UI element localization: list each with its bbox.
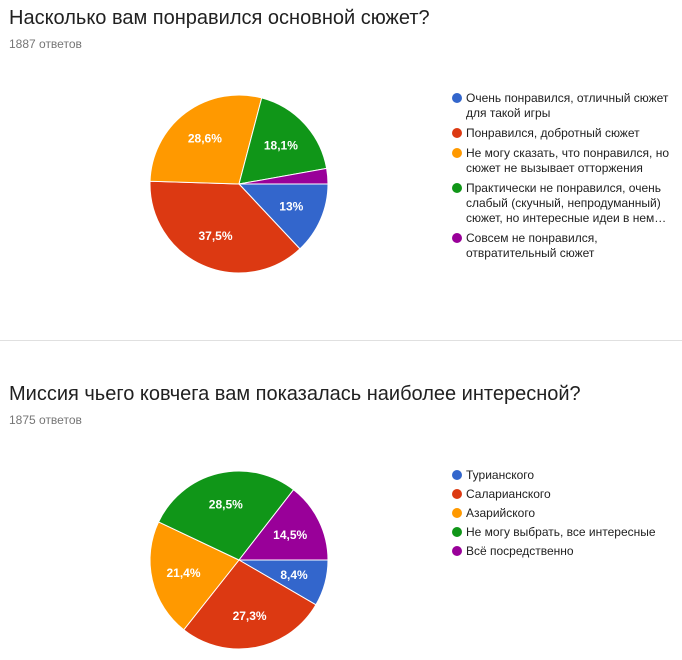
legend-item: Совсем не понравился, отвратительный сюж… bbox=[452, 231, 682, 261]
legend-label: Понравился, добротный сюжет bbox=[466, 126, 640, 140]
legend-swatch bbox=[452, 470, 462, 480]
pie-slice bbox=[149, 521, 240, 631]
legend: Турианского Саларианского Азарийского Не мо… bbox=[452, 468, 682, 563]
legend-label: Саларианского bbox=[466, 487, 551, 501]
question-card-story: Насколько вам понравился основной сюжет?… bbox=[0, 7, 682, 341]
legend-swatch bbox=[452, 233, 462, 243]
legend-label: Не могу сказать, что понравился, но сюже… bbox=[466, 146, 670, 175]
pie-slice bbox=[157, 470, 295, 561]
slice-label: 18,1% bbox=[264, 138, 298, 152]
slice-label: 37,5% bbox=[198, 229, 232, 243]
legend-swatch bbox=[452, 489, 462, 499]
question-card-ark: Миссия чьего ковчега вам показалась наиб… bbox=[0, 341, 682, 656]
pie-chart-story: 13% 37,5% 28,6% 18,1% bbox=[149, 94, 329, 274]
legend-item: Всё посредственно bbox=[452, 544, 682, 559]
legend-swatch bbox=[452, 148, 462, 158]
legend-item: Саларианского bbox=[452, 487, 682, 502]
pie-slice bbox=[238, 97, 328, 185]
pie-slice bbox=[238, 167, 329, 185]
pie-slice bbox=[183, 559, 317, 650]
legend-label: Практически не понравился, очень слабый … bbox=[466, 181, 667, 225]
response-count: 1875 ответов bbox=[9, 413, 82, 427]
legend-label: Турианского bbox=[466, 468, 535, 482]
legend-swatch bbox=[452, 128, 462, 138]
question-title: Миссия чьего ковчега вам показалась наиб… bbox=[9, 383, 581, 405]
legend-label: Не могу выбрать, все интересные bbox=[466, 525, 656, 539]
legend-item: Не могу выбрать, все интересные bbox=[452, 525, 682, 540]
legend-label: Совсем не понравился, отвратительный сюж… bbox=[466, 231, 598, 260]
pie-slice bbox=[237, 489, 329, 561]
slice-label: 28,6% bbox=[188, 131, 222, 145]
slice-label: 27,3% bbox=[233, 609, 267, 623]
pie-slice bbox=[149, 94, 263, 185]
legend-item: Очень понравился, отличный сюжет для так… bbox=[452, 91, 682, 121]
legend-swatch bbox=[452, 183, 462, 193]
response-count: 1887 ответов bbox=[9, 37, 82, 51]
legend-swatch bbox=[452, 93, 462, 103]
legend-item: Турианского bbox=[452, 468, 682, 483]
legend-item: Не могу сказать, что понравился, но сюже… bbox=[452, 146, 682, 176]
slice-label: 8,4% bbox=[280, 568, 308, 582]
pie-slice bbox=[149, 180, 301, 274]
slice-label: 13% bbox=[279, 200, 303, 214]
legend-label: Азарийского bbox=[466, 506, 536, 520]
legend: Очень понравился, отличный сюжет для так… bbox=[452, 91, 682, 266]
legend-swatch bbox=[452, 546, 462, 556]
legend-item: Азарийского bbox=[452, 506, 682, 521]
pie-chart-ark: 8,4% 27,3% 21,4% 28,5% 14,5% bbox=[149, 470, 329, 650]
slice-label: 28,5% bbox=[209, 498, 243, 512]
question-title: Насколько вам понравился основной сюжет? bbox=[9, 7, 430, 29]
legend-item: Практически не понравился, очень слабый … bbox=[452, 181, 682, 226]
legend-label: Очень понравился, отличный сюжет для так… bbox=[466, 91, 669, 120]
legend-item: Понравился, добротный сюжет bbox=[452, 126, 682, 141]
legend-label: Всё посредственно bbox=[466, 544, 574, 558]
slice-label: 21,4% bbox=[166, 566, 200, 580]
legend-swatch bbox=[452, 527, 462, 537]
slice-label: 14,5% bbox=[273, 528, 307, 542]
legend-swatch bbox=[452, 508, 462, 518]
pie-slice bbox=[237, 183, 329, 250]
